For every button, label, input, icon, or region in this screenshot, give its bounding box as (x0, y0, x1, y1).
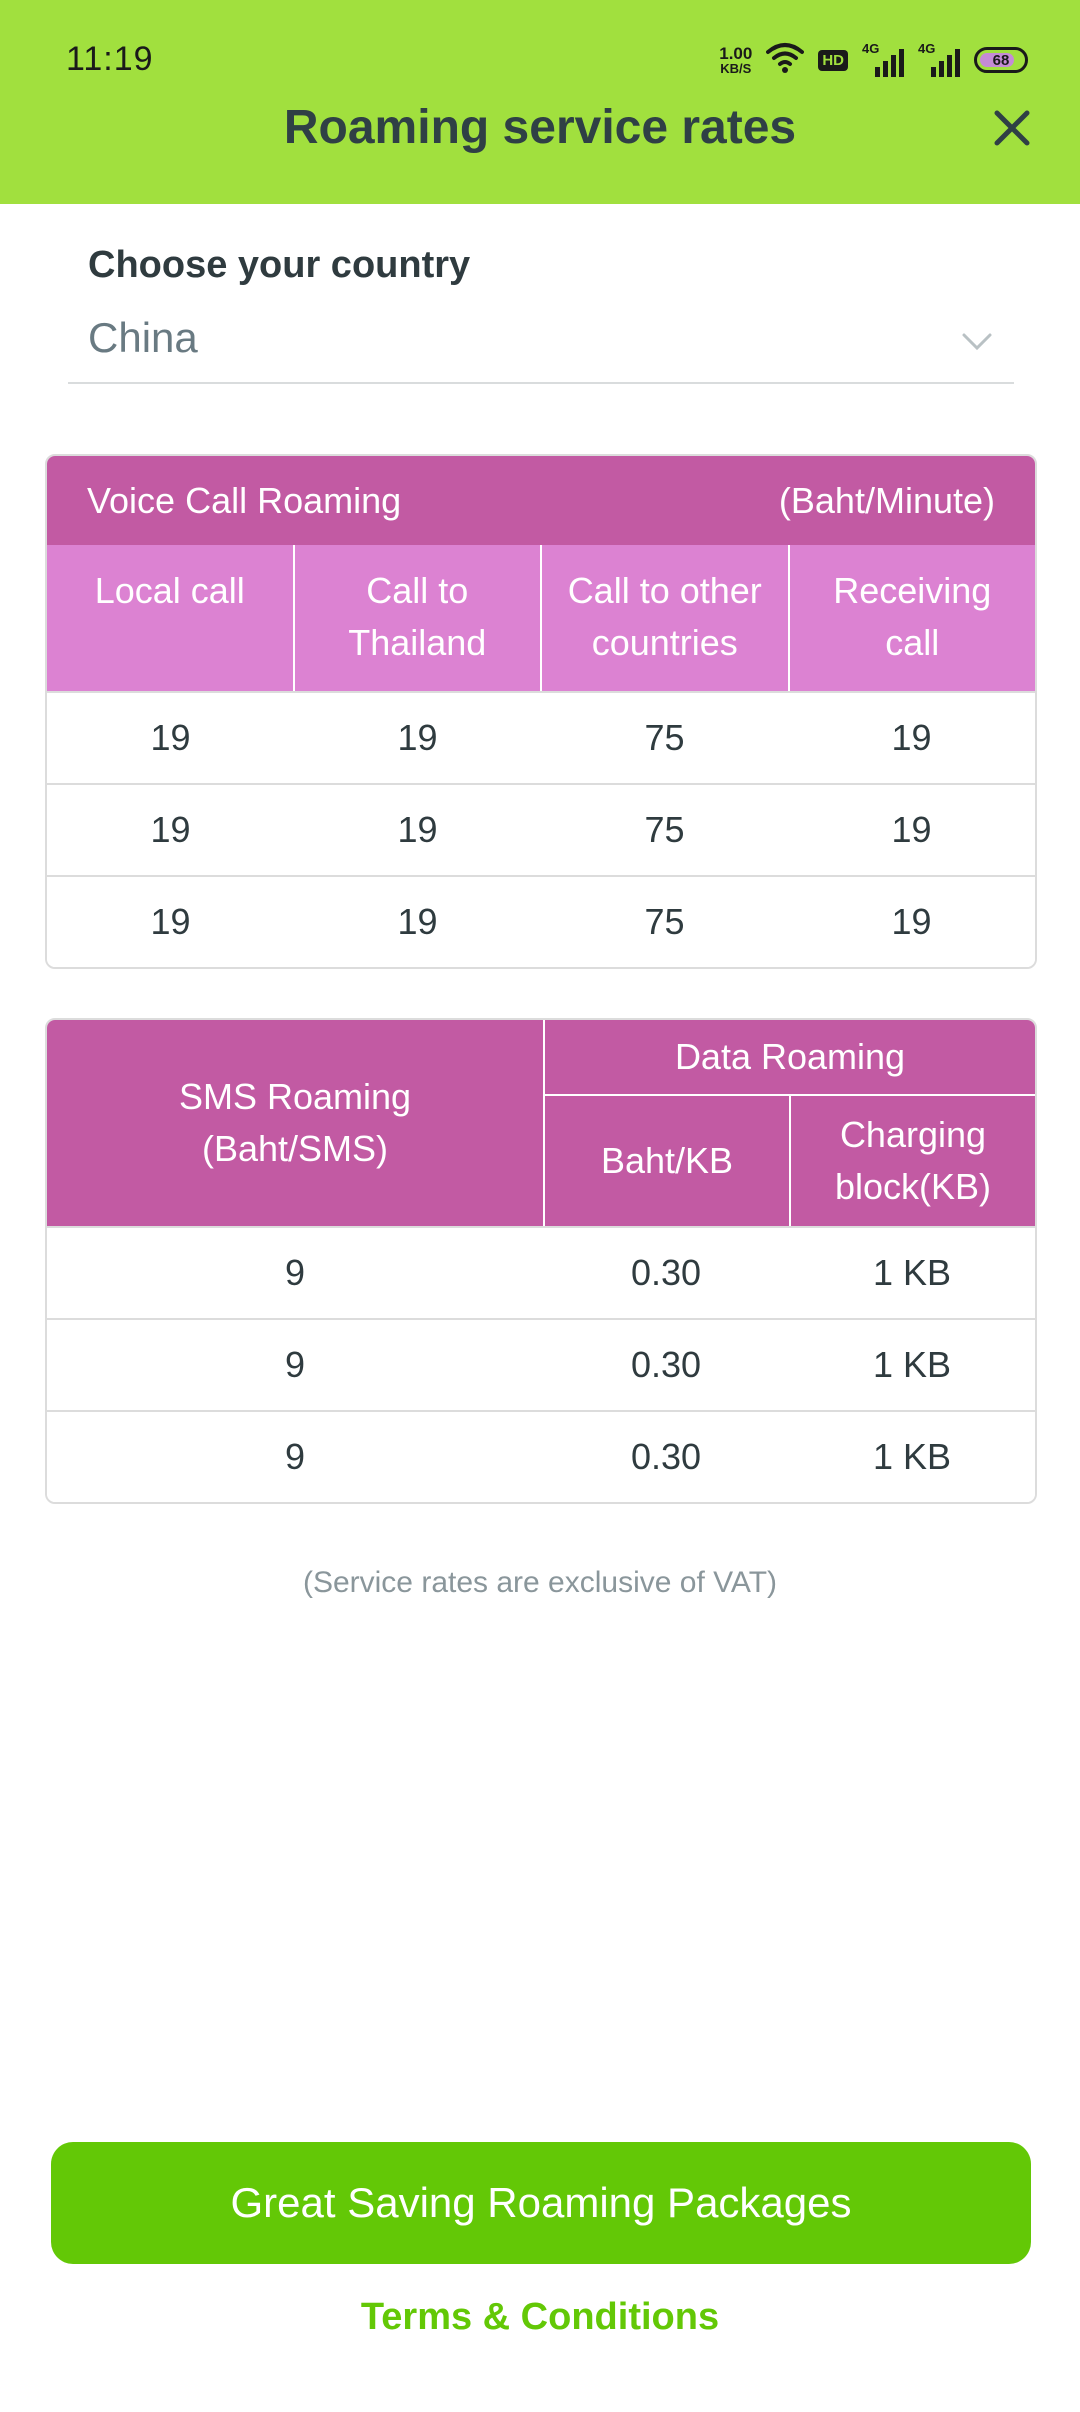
status-icons: 1.00 KB/S HD 4G 4G (719, 38, 1028, 82)
table-row: 19 19 75 19 (47, 691, 1035, 783)
table-cell: 19 (150, 717, 191, 758)
signal-icon-sim1: 4G (862, 41, 904, 77)
voice-roaming-table: Voice Call Roaming (Baht/Minute) Local c… (45, 454, 1037, 969)
sim2-network-label: 4G (918, 41, 936, 56)
table-cell: 19 (397, 717, 438, 758)
wifi-icon (766, 42, 805, 79)
table-row: 9 0.30 1 KB (47, 1318, 1035, 1410)
sms-data-roaming-table: SMS Roaming (Baht/SMS) Data Roaming Baht… (45, 1018, 1037, 1504)
network-speed: 1.00 KB/S (719, 45, 752, 76)
table-cell: 19 (150, 809, 191, 850)
table-cell: 1 KB (872, 1252, 952, 1293)
table-cell: 19 (891, 809, 932, 850)
country-label: Choose your country (88, 244, 471, 286)
network-speed-unit: KB/S (720, 60, 752, 76)
column-header-text: Thailand (348, 622, 487, 663)
sms-header-unit: (Baht/SMS) (201, 1128, 389, 1169)
column-header-text: countries (591, 622, 738, 663)
column-header-text: Charging (839, 1114, 987, 1155)
header: 11:19 1.00 KB/S HD 4G 4G (0, 0, 1080, 204)
voice-table-title: Voice Call Roaming (87, 479, 402, 521)
table-cell: 75 (644, 809, 685, 850)
voice-table-columns: Local call Call to Thailand Call to othe… (47, 545, 1035, 691)
terms-conditions-link[interactable]: Terms & Conditions (360, 2296, 720, 2338)
sms-roaming-header: SMS Roaming (Baht/SMS) (47, 1020, 543, 1226)
selected-country: China (88, 314, 198, 361)
sms-data-table-header: SMS Roaming (Baht/SMS) Data Roaming Baht… (47, 1020, 1035, 1226)
hd-voice-icon: HD (818, 49, 848, 71)
column-header-text: Call to other (567, 570, 762, 611)
chevron-down-icon (962, 333, 992, 351)
column-header-receiving-call: Receiving call (787, 545, 1036, 691)
data-roaming-title: Data Roaming (545, 1020, 1035, 1096)
sms-header-text: SMS Roaming (178, 1076, 412, 1117)
table-cell: 0.30 (630, 1344, 702, 1385)
table-cell: 75 (644, 901, 685, 942)
close-button[interactable] (988, 104, 1036, 152)
data-roaming-header: Data Roaming Baht/KB Charging block(KB) (543, 1020, 1035, 1226)
table-cell: 9 (284, 1436, 306, 1477)
column-header-call-to-thailand: Call to Thailand (292, 545, 541, 691)
battery-icon: 68 (974, 47, 1028, 73)
column-header-call-other-countries: Call to other countries (540, 545, 788, 691)
table-row: 9 0.30 1 KB (47, 1410, 1035, 1502)
column-header-text: Local call (94, 570, 245, 611)
table-cell: 1 KB (872, 1436, 952, 1477)
table-row: 9 0.30 1 KB (47, 1226, 1035, 1318)
network-speed-value: 1.00 (719, 43, 753, 63)
column-header-charging-block: Charging block(KB) (789, 1096, 1035, 1226)
voice-table-unit: (Baht/Minute) (778, 479, 995, 521)
column-header-local-call: Local call (47, 545, 293, 691)
table-row: 19 19 75 19 (47, 875, 1035, 967)
table-cell: 19 (891, 901, 932, 942)
voice-table-header: Voice Call Roaming (Baht/Minute) (47, 456, 1035, 545)
page-title: Roaming service rates (283, 101, 797, 154)
vat-note: (Service rates are exclusive of VAT) (302, 1566, 778, 1599)
roaming-packages-button[interactable]: Great Saving Roaming Packages (51, 2142, 1031, 2264)
country-dropdown[interactable]: China (68, 300, 1014, 384)
battery-level: 68 (992, 51, 1010, 69)
table-row: 19 19 75 19 (47, 783, 1035, 875)
table-cell: 19 (397, 809, 438, 850)
table-cell: 19 (891, 717, 932, 758)
table-cell: 19 (397, 901, 438, 942)
column-header-text: block(KB) (834, 1166, 992, 1207)
signal-icon-sim2: 4G (918, 41, 960, 77)
table-cell: 9 (284, 1344, 306, 1385)
column-header-text: Receiving (833, 570, 992, 611)
table-cell: 9 (284, 1252, 306, 1293)
column-header-text: call (885, 622, 940, 663)
column-header-text: Call to (366, 570, 469, 611)
table-cell: 0.30 (630, 1252, 702, 1293)
table-cell: 75 (644, 717, 685, 758)
table-cell: 0.30 (630, 1436, 702, 1477)
status-time: 11:19 (66, 40, 154, 78)
table-cell: 1 KB (872, 1344, 952, 1385)
close-icon (994, 110, 1030, 146)
table-cell: 19 (150, 901, 191, 942)
sim1-network-label: 4G (862, 41, 880, 56)
column-header-baht-per-kb: Baht/KB (600, 1140, 734, 1181)
